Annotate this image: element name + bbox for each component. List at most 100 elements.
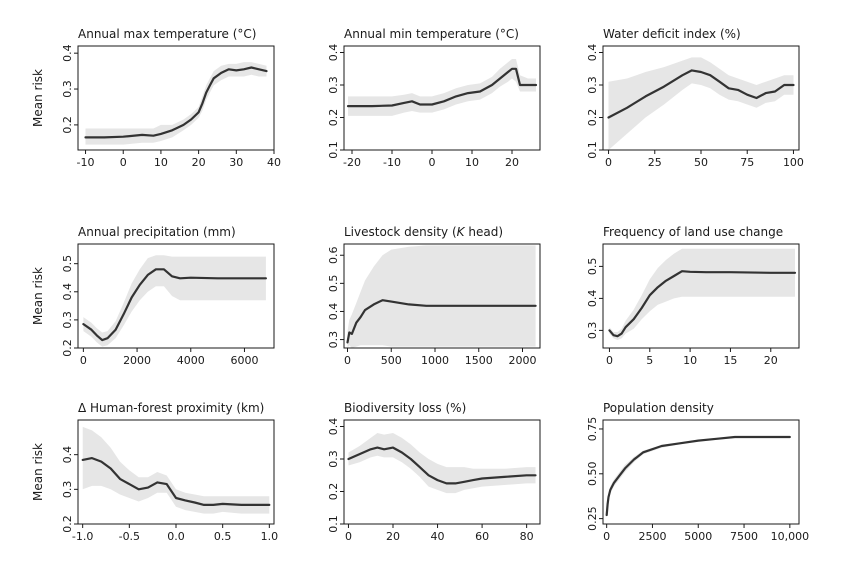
x-tick-label: 2000	[123, 354, 151, 367]
x-tick-label: -1.0	[72, 530, 93, 543]
panel-7: Δ Human-forest proximity (km) -1.0 -0.5 0.0…	[31, 401, 278, 543]
y-axis-label: Mean risk	[31, 443, 45, 501]
y-tick-label: 0.5	[586, 258, 599, 276]
panel-3: Water deficit index (%) 0 25 50 75 100 0.1 0.2 0…	[586, 27, 804, 169]
x-tick-label: 80	[520, 530, 534, 543]
x-tick-label: 0	[344, 354, 351, 367]
x-tick-label: 4000	[177, 354, 205, 367]
x-tick-label: 20	[192, 156, 206, 169]
panel-title: Frequency of land use change	[603, 225, 783, 239]
x-tick-label: 100	[783, 156, 804, 169]
x-tick-label: -0.5	[119, 530, 140, 543]
y-tick-label: 0.2	[61, 339, 74, 357]
x-tick-label: 0.5	[214, 530, 232, 543]
x-tick-label: 0	[606, 354, 613, 367]
x-tick-label: 6000	[230, 354, 258, 367]
panel-6: Frequency of land use change 0 5 10 15 20 0.3 0…	[586, 225, 800, 367]
mean-risk-line	[346, 299, 537, 344]
x-tick-label: 20	[386, 530, 400, 543]
panel-2: Annual min temperature (°C) -20 -10 0 10 20 0.…	[327, 27, 541, 169]
x-tick-label: 1000	[421, 354, 449, 367]
panel-4: Annual precipitation (mm) 0 2000 4000 6000 0.…	[31, 225, 275, 367]
x-tick-label: 0	[603, 530, 610, 543]
panel-1: Annual max temperature (°C) -10 0 10 20 30 40 0…	[31, 27, 281, 169]
x-tick-label: 60	[475, 530, 489, 543]
x-tick-label: 1500	[465, 354, 493, 367]
confidence-band	[608, 57, 794, 150]
y-tick-label: 0.2	[61, 515, 74, 533]
y-tick-label: 0.3	[61, 80, 74, 98]
x-tick-label: 10	[683, 354, 697, 367]
y-tick-label: 0.3	[586, 76, 599, 94]
x-tick-label: 75	[740, 156, 754, 169]
y-tick-label: 0.3	[327, 450, 340, 468]
y-axis-label: Mean risk	[31, 69, 45, 127]
y-tick-label: 0.5	[327, 275, 340, 293]
x-tick-label: 0	[80, 354, 87, 367]
y-tick-label: 0.3	[586, 322, 599, 340]
x-tick-label: -10	[77, 156, 95, 169]
mean-risk-line	[84, 66, 268, 139]
confidence-band	[348, 59, 536, 116]
x-tick-label: 2000	[509, 354, 537, 367]
panel-title: Annual max temperature (°C)	[78, 27, 256, 41]
x-tick-label: 30	[229, 156, 243, 169]
plot-frame	[343, 419, 541, 525]
mean-risk-line	[608, 270, 797, 338]
x-tick-label: 0	[605, 156, 612, 169]
x-tick-label: 40	[267, 156, 281, 169]
y-tick-label: 0.4	[327, 418, 340, 436]
x-tick-label: 10	[154, 156, 168, 169]
confidence-band	[606, 436, 790, 519]
panel-title: Annual precipitation (mm)	[78, 225, 236, 239]
x-tick-label: 50	[694, 156, 708, 169]
y-tick-label: 0.3	[61, 311, 74, 329]
y-tick-label: 0.2	[327, 109, 340, 127]
confidence-band	[348, 433, 536, 494]
plot-frame	[602, 419, 800, 525]
x-tick-label: 5000	[684, 530, 712, 543]
panel-title: Water deficit index (%)	[603, 27, 741, 41]
x-tick-label: 0	[345, 530, 352, 543]
x-tick-label: 500	[381, 354, 402, 367]
y-tick-label: 0.1	[327, 141, 340, 159]
x-tick-label: -20	[343, 156, 361, 169]
confidence-band	[82, 426, 270, 514]
y-tick-label: 0.25	[586, 506, 599, 531]
mean-risk-line	[347, 446, 537, 485]
panel-5: Livestock density (K head) 0 500 1000 1500 20…	[327, 225, 541, 367]
x-tick-label: 0	[429, 156, 436, 169]
x-tick-label: -10	[383, 156, 401, 169]
x-tick-label: 5	[646, 354, 653, 367]
mean-risk-line	[81, 457, 271, 506]
y-tick-label: 0.75	[586, 417, 599, 442]
x-tick-label: 0.0	[167, 530, 185, 543]
y-axis-label: Mean risk	[31, 267, 45, 325]
panel-title: Biodiversity loss (%)	[344, 401, 466, 415]
panel-title: Population density	[603, 401, 714, 415]
plot-frame	[343, 45, 541, 151]
x-tick-label: 20	[505, 156, 519, 169]
y-tick-label: 0.3	[327, 331, 340, 349]
y-tick-label: 0.3	[327, 76, 340, 94]
confidence-band	[85, 62, 267, 145]
y-tick-label: 0.3	[61, 481, 74, 499]
panel-title: Annual min temperature (°C)	[344, 27, 519, 41]
y-tick-label: 0.2	[61, 116, 74, 133]
panel-title: Δ Human-forest proximity (km)	[78, 401, 264, 415]
x-tick-label: 20	[764, 354, 778, 367]
x-tick-label: 7500	[730, 530, 758, 543]
x-tick-label: 40	[431, 530, 445, 543]
y-tick-label: 0.4	[61, 283, 74, 301]
x-tick-label: 10,000	[771, 530, 810, 543]
y-tick-label: 0.4	[61, 44, 74, 62]
y-tick-label: 0.6	[327, 246, 340, 263]
y-tick-label: 0.4	[327, 44, 340, 62]
y-tick-label: 0.2	[586, 109, 599, 127]
mean-risk-line	[346, 67, 538, 108]
y-tick-label: 0.5	[61, 255, 74, 273]
plot-frame	[343, 243, 541, 349]
y-tick-label: 0.4	[586, 290, 599, 308]
x-tick-label: 1.0	[261, 530, 279, 543]
